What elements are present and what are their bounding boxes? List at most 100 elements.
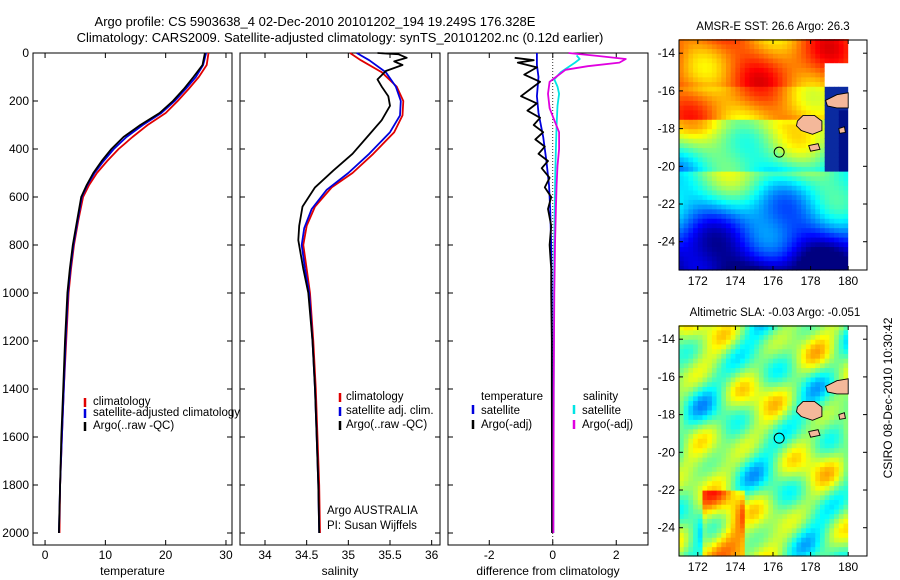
map-cell bbox=[740, 251, 746, 257]
map-cell bbox=[735, 386, 741, 392]
map-cell bbox=[693, 471, 699, 477]
map-cell bbox=[711, 76, 718, 83]
map-cell bbox=[791, 457, 798, 463]
map-cell bbox=[726, 43, 732, 50]
map-cell bbox=[749, 185, 755, 191]
map-cell bbox=[834, 204, 840, 210]
map-cell bbox=[730, 334, 736, 340]
map-cell bbox=[688, 329, 694, 336]
map-cell bbox=[735, 343, 741, 350]
map-cell bbox=[763, 251, 769, 257]
map-cell bbox=[726, 480, 732, 486]
map-cell bbox=[716, 485, 722, 491]
map-cell bbox=[801, 90, 807, 97]
map-cell bbox=[838, 76, 845, 83]
map-cell bbox=[810, 208, 816, 215]
map-cell bbox=[829, 213, 835, 219]
map-cell bbox=[782, 471, 788, 477]
map-cell bbox=[693, 119, 699, 125]
map-cell bbox=[820, 39, 826, 45]
map-cell bbox=[773, 213, 779, 219]
map-cell bbox=[815, 204, 821, 210]
map-cell bbox=[726, 227, 732, 233]
map-cell bbox=[843, 255, 849, 262]
map-cell bbox=[740, 90, 746, 97]
map-cell bbox=[773, 353, 779, 359]
map-cell bbox=[683, 419, 689, 425]
map-cell bbox=[735, 334, 741, 340]
map-cell bbox=[843, 343, 849, 350]
map-cell bbox=[758, 62, 765, 68]
map-cell bbox=[707, 409, 713, 416]
map-cell bbox=[740, 494, 746, 501]
map-cell bbox=[758, 424, 765, 430]
map-cell bbox=[763, 53, 769, 59]
map-cell bbox=[834, 260, 840, 266]
map-cell bbox=[824, 161, 830, 167]
map-cell bbox=[693, 138, 699, 144]
map-cell bbox=[801, 199, 807, 205]
map-cell bbox=[740, 518, 746, 524]
map-cell bbox=[754, 246, 760, 252]
map-cell bbox=[777, 76, 783, 83]
map-cell bbox=[815, 475, 821, 482]
map-cell bbox=[758, 504, 765, 510]
map-cell bbox=[693, 372, 699, 378]
map-cell bbox=[768, 222, 774, 229]
map-cell bbox=[711, 329, 718, 336]
map-cell bbox=[829, 409, 835, 416]
map-cell bbox=[740, 541, 746, 548]
map-cell bbox=[805, 508, 812, 515]
map-cell bbox=[711, 255, 718, 262]
map-cell bbox=[754, 119, 760, 125]
map-cell bbox=[763, 194, 769, 200]
map-cell bbox=[768, 343, 774, 350]
map-cell bbox=[707, 119, 713, 125]
map-cell bbox=[834, 358, 840, 364]
map-cell bbox=[716, 123, 722, 130]
map-cell bbox=[744, 194, 751, 200]
map-cell bbox=[754, 43, 760, 50]
map-cell bbox=[758, 537, 765, 543]
map-cell bbox=[843, 185, 849, 191]
map-cell bbox=[763, 499, 769, 505]
map-cell bbox=[805, 537, 812, 543]
map-cell bbox=[711, 480, 718, 486]
map-cell bbox=[810, 241, 816, 248]
map-cell bbox=[730, 114, 736, 120]
map-cell bbox=[768, 76, 774, 83]
map-cell bbox=[782, 442, 788, 449]
map-cell bbox=[744, 485, 751, 491]
map-cell bbox=[820, 100, 826, 106]
map-cell bbox=[688, 255, 694, 262]
map-cell bbox=[791, 232, 798, 238]
map-cell bbox=[820, 537, 826, 543]
map-cell bbox=[740, 147, 746, 153]
map-cell bbox=[777, 494, 783, 501]
map-cell bbox=[702, 72, 708, 78]
map-cell bbox=[754, 527, 760, 534]
map-cell bbox=[810, 518, 816, 524]
map-cell bbox=[679, 48, 685, 54]
map-cell bbox=[829, 152, 835, 158]
map-cell bbox=[805, 386, 812, 392]
map-cell bbox=[716, 48, 722, 54]
map-cell bbox=[838, 265, 845, 271]
map-cell bbox=[787, 81, 793, 87]
map-cell bbox=[688, 166, 694, 172]
figure-title-line2: Climatology: CARS2009. Satellite-adjuste… bbox=[77, 30, 604, 45]
map-cell bbox=[801, 490, 807, 496]
map-cell bbox=[796, 194, 802, 200]
map-cell bbox=[740, 508, 746, 515]
map-cell bbox=[702, 409, 708, 416]
map-cell bbox=[726, 147, 732, 153]
map-cell bbox=[787, 457, 793, 463]
map-cell bbox=[768, 428, 774, 435]
map-cell bbox=[829, 419, 835, 425]
map-cell bbox=[749, 461, 755, 468]
map-cell bbox=[834, 424, 840, 430]
map-cell bbox=[805, 156, 812, 163]
map-cell bbox=[801, 541, 807, 548]
map-cell bbox=[754, 138, 760, 144]
map-cell bbox=[754, 508, 760, 515]
